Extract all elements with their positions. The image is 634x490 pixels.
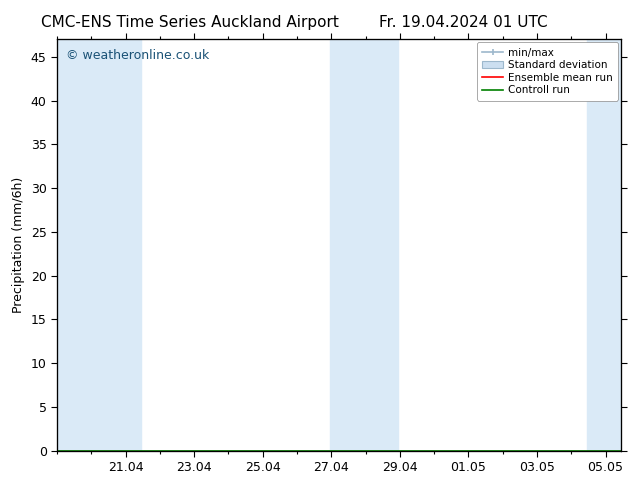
Y-axis label: Precipitation (mm/6h): Precipitation (mm/6h) [12,177,25,313]
Bar [587,39,621,451]
Text: CMC-ENS Time Series Auckland Airport: CMC-ENS Time Series Auckland Airport [41,15,339,30]
Text: © weatheronline.co.uk: © weatheronline.co.uk [65,49,209,63]
Legend: min/max, Standard deviation, Ensemble mean run, Controll run: min/max, Standard deviation, Ensemble me… [477,42,618,100]
Bar [57,39,141,451]
Text: Fr. 19.04.2024 01 UTC: Fr. 19.04.2024 01 UTC [378,15,547,30]
Bar [330,39,398,451]
